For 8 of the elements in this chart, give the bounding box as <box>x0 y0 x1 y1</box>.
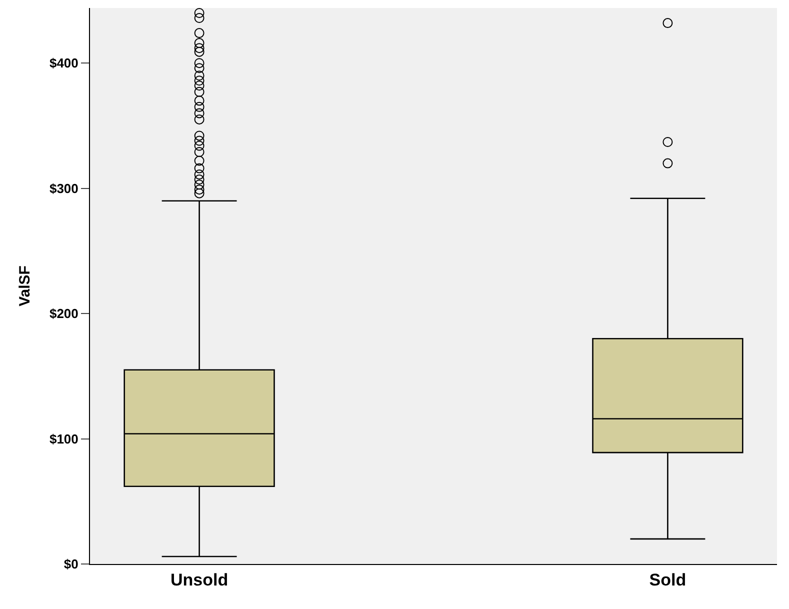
x-tick-label: Sold <box>649 570 686 590</box>
x-tick-label: Unsold <box>170 570 228 590</box>
y-tick-label: $300 <box>49 180 78 196</box>
y-axis-title: ValSF <box>16 266 34 306</box>
y-tick-label: $0 <box>64 556 78 572</box>
y-tick-label: $400 <box>49 56 78 71</box>
y-tick-label: $200 <box>49 306 78 322</box>
y-tick-label: $100 <box>49 431 78 446</box>
